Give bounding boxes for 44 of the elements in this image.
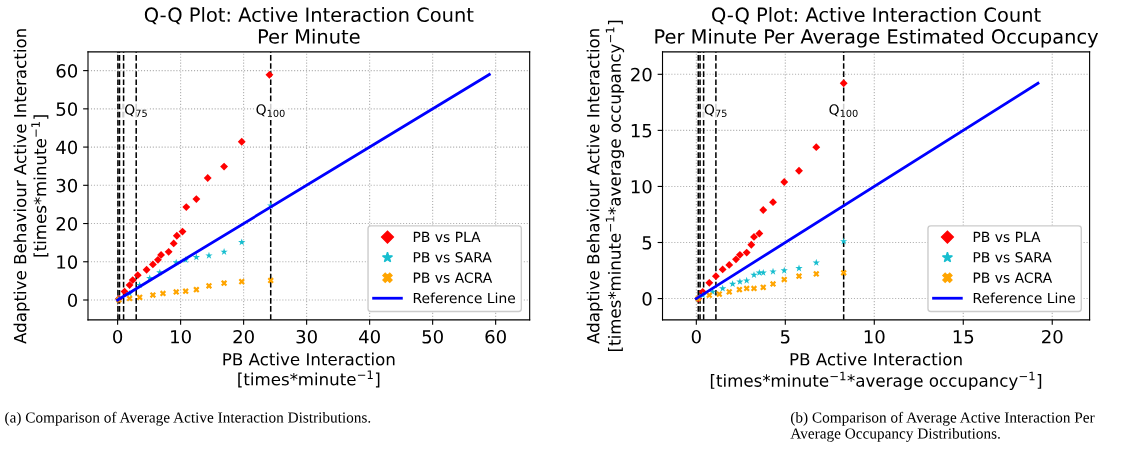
x-tick-label: 20 [233,329,254,344]
ref-line-label: Q$_{100}$ [829,104,858,117]
x-tick-label: 10 [864,329,885,344]
y-tick-label: 20 [56,216,78,231]
legend-label: Reference Line [973,292,1075,304]
text: (a) Comparison of Average Active Interaction Distributions. [5,411,371,426]
x-tick-label: 40 [359,329,380,344]
x-tick-label: 30 [296,329,317,344]
chart-title: Q-Q Plot: Active Interaction Count Per Minute Per Average Estimated Occupancy [655,7,1099,48]
y-tick-label: 15 [631,124,652,138]
legend-label: Reference Line [413,292,516,304]
y-axis-title: Adaptive Behaviour Active Interaction [times*minute$^{−1}$*average occupancy$^{−1}$] [586,20,625,352]
x-axis-title: PB Active Interaction [times*minute$^{−1}$] [223,352,395,388]
legend-label: PB vs ACRA [973,272,1053,283]
legend-label: PB vs PLA [973,231,1041,243]
legend-label: PB vs ACRA [413,272,493,283]
x-tick-label: 0 [113,329,123,344]
x-tick-label: 10 [171,329,191,344]
y-tick-label: 60 [56,64,78,78]
x-tick-label: 20 [1042,329,1063,344]
x-tick-label: 5 [780,330,790,344]
y-tick-label: 5 [642,236,652,250]
y-axis-title: Adaptive Behaviour Active Interaction [times*minute$^{−1}$] [13,29,49,344]
y-tick-label: 50 [56,102,78,116]
ref-line-label: Q$_{75}$ [704,104,727,117]
legend-label: PB vs SARA [413,252,492,263]
chart-title: Q-Q Plot: Active Interaction Count Per Minute [144,7,474,44]
x-tick-label: 15 [953,330,974,344]
y-tick-label: 30 [56,178,78,193]
legend-label: PB vs PLA [413,231,481,243]
y-tick-label: 20 [631,67,652,82]
x-tick-label: 0 [691,329,701,344]
y-tick-label: 0 [67,293,78,308]
ref-line-label: Q$_{75}$ [125,104,147,117]
x-tick-label: 50 [422,329,443,344]
x-tick-label: 60 [485,329,506,344]
ref-line-label: Q$_{100}$ [256,104,285,117]
y-tick-label: 10 [631,179,652,194]
y-tick-label: 40 [56,140,78,155]
text: (b) Comparison of Average Active Interaction Per Average Occupancy Distributions. [790,411,1095,442]
y-tick-label: 10 [57,255,78,269]
y-tick-label: 0 [642,292,652,306]
x-axis-title: PB Active Interaction [times*minute$^{−1}$*average occupancy$^{−1}$] [710,352,1042,391]
legend-label: PB vs SARA [973,252,1052,263]
